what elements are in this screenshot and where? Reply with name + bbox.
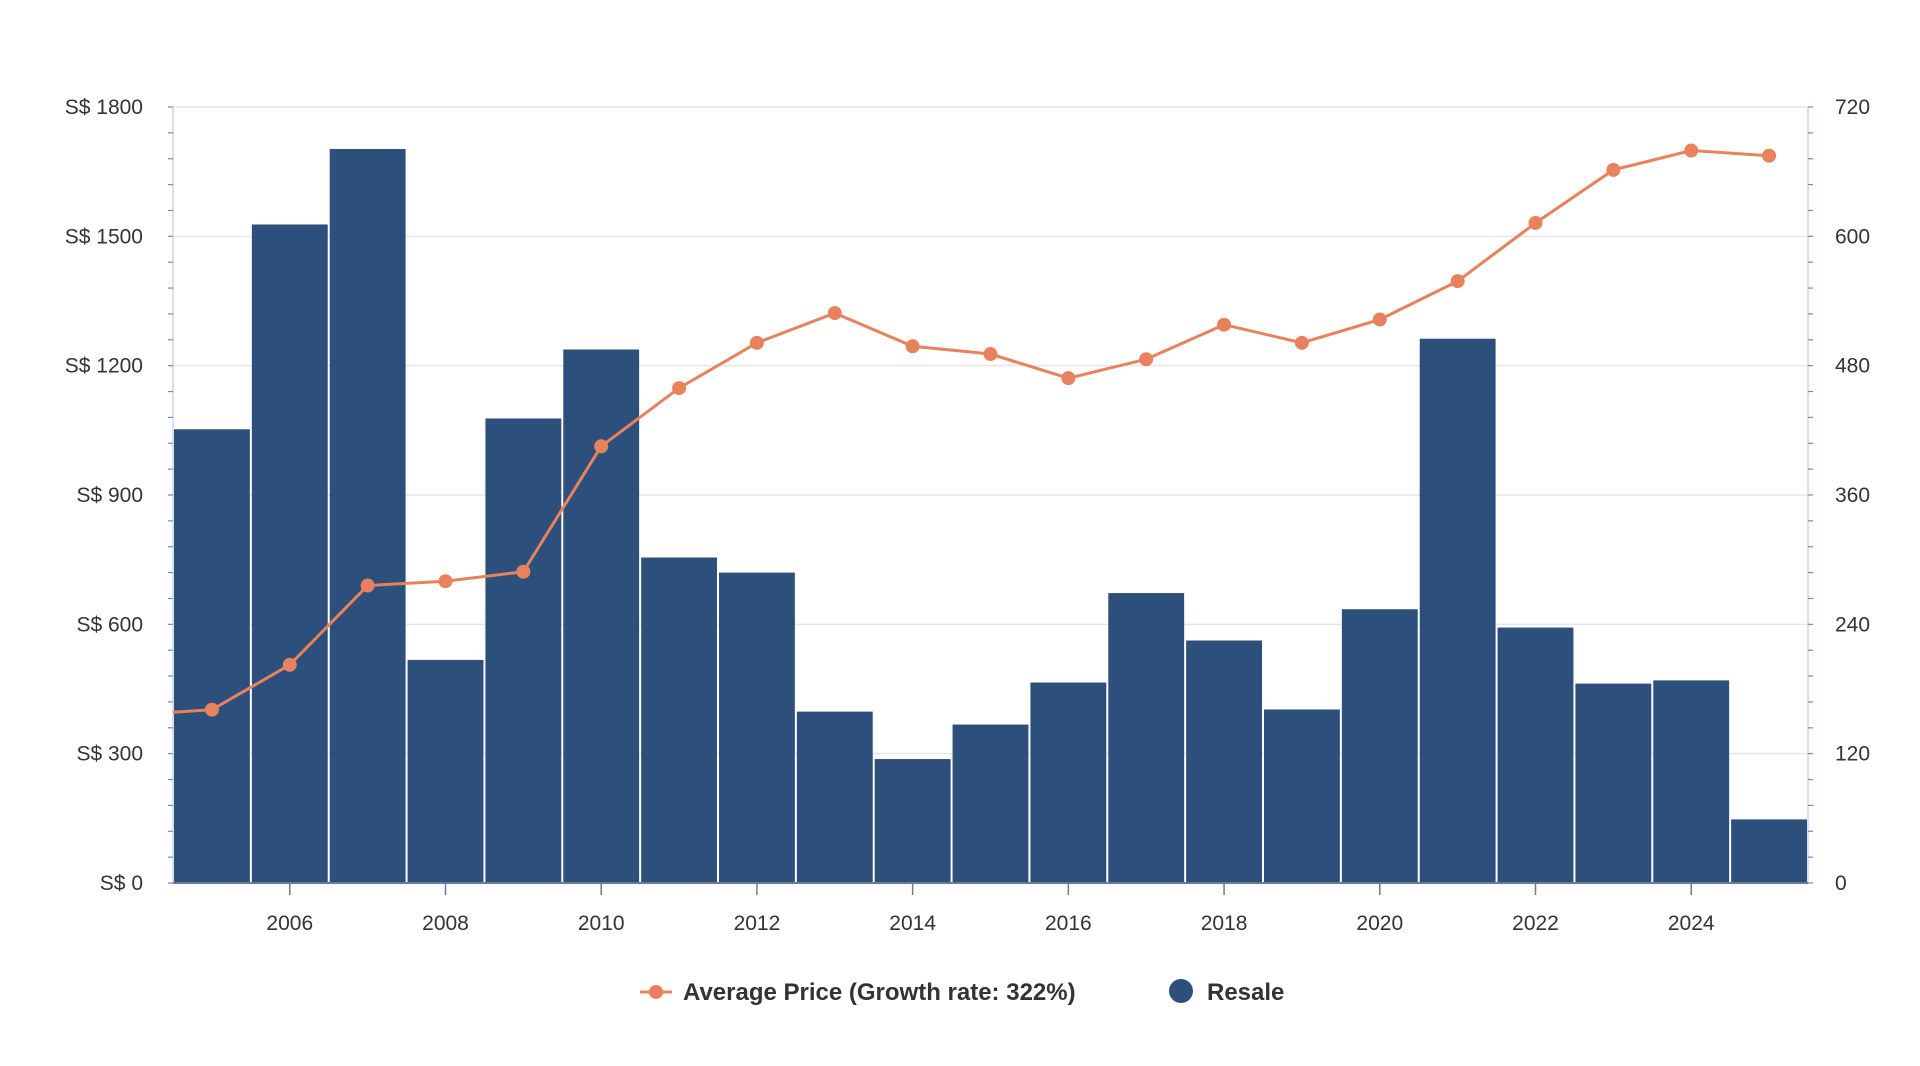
average-price-line <box>172 143 1777 717</box>
legend-label-average-price: Average Price (Growth rate: 322%) <box>683 979 1076 1006</box>
average-price-point-2019[interactable] <box>1294 335 1309 350</box>
left-axis-labels: S$ 0 S$ 300 S$ 600 S$ 900 S$ 1200 S$ 1500 S$ 1… <box>65 96 143 895</box>
average-price-point-2024[interactable] <box>1684 143 1699 158</box>
left-axis-label: S$ 1500 <box>65 225 143 248</box>
legend: Average Price (Growth rate: 322%) Resale <box>640 979 1284 1006</box>
x-axis-label: 2022 <box>1512 912 1559 935</box>
resale-bar-2009[interactable] <box>485 418 562 883</box>
resale-bar-2017[interactable] <box>1108 593 1185 883</box>
x-axis-label: 2014 <box>889 912 936 935</box>
x-axis-label: 2008 <box>422 912 469 935</box>
resale-bar-2010[interactable] <box>563 349 640 884</box>
right-axis-label: 240 <box>1835 613 1870 636</box>
resale-bar-2025[interactable] <box>1731 819 1807 883</box>
resale-bar-2019[interactable] <box>1264 709 1340 883</box>
right-axis-label: 480 <box>1835 355 1870 378</box>
axes <box>168 106 1813 895</box>
resale-bar-2013[interactable] <box>796 711 873 883</box>
resale-bar-2005[interactable] <box>174 429 250 883</box>
resale-bar-2014[interactable] <box>874 759 951 883</box>
resale-bar-2008[interactable] <box>407 659 484 883</box>
x-axis-label: 2010 <box>578 912 625 935</box>
circle-icon <box>1169 979 1193 1003</box>
resale-bar-2016[interactable] <box>1030 682 1107 883</box>
right-axis-label: 720 <box>1835 96 1870 119</box>
right-axis-label: 600 <box>1835 225 1870 248</box>
average-price-point-2012[interactable] <box>749 335 764 350</box>
resale-bar-2012[interactable] <box>719 572 795 883</box>
right-axis-label: 360 <box>1835 484 1870 507</box>
resale-bar-2018[interactable] <box>1186 640 1262 884</box>
average-price-point-2008[interactable] <box>438 574 453 589</box>
x-axis-label: 2020 <box>1356 912 1403 935</box>
legend-label-resale: Resale <box>1207 979 1284 1006</box>
resale-bar-2021[interactable] <box>1419 338 1496 883</box>
legend-item-resale[interactable]: Resale <box>1169 979 1284 1006</box>
average-price-point-2009[interactable] <box>516 564 531 579</box>
line-marker-icon-dot <box>649 985 663 999</box>
average-price-point-2021[interactable] <box>1450 274 1465 289</box>
left-axis-label: S$ 300 <box>76 743 143 766</box>
average-price-point-2014[interactable] <box>905 339 920 354</box>
x-axis-labels: 2006 2008 2010 2012 2014 2016 2018 2020 2022 2024 <box>266 912 1714 935</box>
x-axis-label: 2018 <box>1201 912 1248 935</box>
left-axis-label: S$ 1200 <box>65 355 143 378</box>
left-axis-label: S$ 1800 <box>65 96 143 119</box>
left-axis-label: S$ 600 <box>76 613 143 636</box>
average-price-point-2011[interactable] <box>672 381 687 396</box>
x-axis-label: 2016 <box>1045 912 1092 935</box>
average-price-point-2006[interactable] <box>282 657 297 672</box>
resale-bars <box>174 149 1807 884</box>
x-axis-label: 2012 <box>734 912 781 935</box>
resale-bar-2020[interactable] <box>1341 609 1418 883</box>
resale-bar-2011[interactable] <box>641 557 717 883</box>
right-axis-labels: 0 120 240 360 480 600 720 <box>1835 96 1870 895</box>
resale-bar-2015[interactable] <box>952 724 1029 883</box>
average-price-point-2016[interactable] <box>1061 371 1076 386</box>
average-price-point-2007[interactable] <box>360 578 375 593</box>
legend-item-average-price[interactable]: Average Price (Growth rate: 322%) <box>640 979 1076 1006</box>
average-price-point-2013[interactable] <box>827 306 842 321</box>
resale-bar-2007[interactable] <box>329 149 406 884</box>
average-price-point-2015[interactable] <box>983 347 998 362</box>
x-axis-label: 2006 <box>266 912 313 935</box>
right-axis-label: 120 <box>1835 743 1870 766</box>
resale-bar-2022[interactable] <box>1497 627 1574 883</box>
resale-bar-2023[interactable] <box>1575 683 1652 883</box>
average-price-point-2010[interactable] <box>594 439 609 454</box>
resale-bar-2024[interactable] <box>1653 680 1730 883</box>
resale-bar-2006[interactable] <box>251 224 328 883</box>
average-price-point-2017[interactable] <box>1139 352 1154 367</box>
x-axis-label: 2024 <box>1668 912 1715 935</box>
average-price-point-2020[interactable] <box>1372 312 1387 327</box>
left-axis-label: S$ 900 <box>76 484 143 507</box>
average-price-point-2005[interactable] <box>204 702 219 717</box>
average-price-point-2022[interactable] <box>1528 215 1543 230</box>
average-price-point-2025[interactable] <box>1762 148 1777 163</box>
average-price-line-path <box>172 149 1770 714</box>
right-axis-label: 0 <box>1835 872 1847 895</box>
average-price-point-2023[interactable] <box>1606 162 1621 177</box>
average-price-point-2018[interactable] <box>1217 317 1232 332</box>
left-axis-label: S$ 0 <box>100 872 143 895</box>
